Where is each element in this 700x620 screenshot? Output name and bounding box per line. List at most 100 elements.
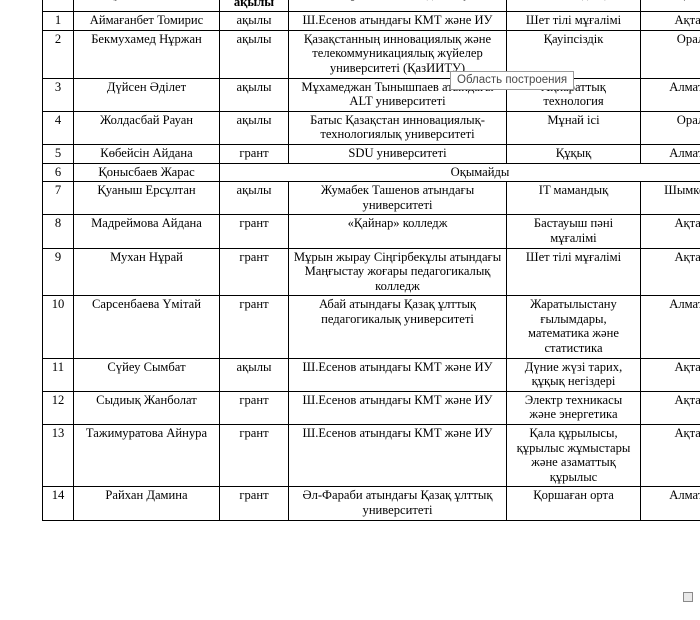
cell-specialty: Қала құрылысы, құрылыс жұмыстары және аз… xyxy=(506,424,641,488)
cell-university: Ш.Есенов атындағы КМТ және ИУ xyxy=(288,390,507,426)
cell-student-name: Аймағанбет Томирис xyxy=(73,11,220,31)
cell-university: SDU университеті xyxy=(288,143,507,164)
cell-student-name: Қуаныш Ерсұлтан xyxy=(73,181,220,216)
column-header-number: № xyxy=(42,0,74,13)
cell-fee-type: грант xyxy=(219,486,289,521)
cell-fee-type: грант xyxy=(219,390,289,426)
cell-student-name: Сарсенбаева Үмітай xyxy=(73,295,220,359)
cell-city: Ақтау xyxy=(640,390,700,426)
cell-fee-type: грант xyxy=(219,143,289,164)
cell-student-name: Дүйсен Әділет xyxy=(73,77,220,112)
cell-fee-type: ақылы xyxy=(219,77,289,112)
cell-number: 10 xyxy=(42,295,74,359)
cell-status-note: Оқымайды xyxy=(219,162,700,183)
cell-specialty: Қоршаған орта xyxy=(506,486,641,521)
cell-number: 11 xyxy=(42,357,74,392)
table-row: 5 Көбейсін Айдана грант SDU университеті Құқ… xyxy=(42,143,700,164)
cell-university: Әл-Фараби атындағы Қазақ ұлттық универси… xyxy=(288,486,507,521)
table-row: 7 Қуаныш Ерсұлтан ақылы Жумабек Ташенов аты… xyxy=(42,181,700,216)
column-header-city: Қала xyxy=(640,0,700,13)
cell-student-name: Қонысбаев Жарас xyxy=(73,162,220,183)
cell-city: Алматы xyxy=(640,77,700,112)
cell-specialty: Бастауыш пәні мұғалімі xyxy=(506,214,641,249)
cell-university: Мұхамеджан Тынышпаев атындағы ALT универ… xyxy=(288,77,507,112)
table-row: 13 Тажимуратова Айнура грант Ш.Есенов атынд… xyxy=(42,424,700,488)
cell-specialty: Жаратылыстану ғылымдары, математика және… xyxy=(506,295,641,359)
cell-fee-type: ақылы xyxy=(219,11,289,31)
cell-university: Қазақстанның инновациялық және телекомму… xyxy=(288,29,507,79)
cell-specialty: Қауіпсіздік xyxy=(506,29,641,79)
cell-city: Орал xyxy=(640,29,700,79)
cell-fee-type: грант xyxy=(219,424,289,488)
cell-number: 14 xyxy=(42,486,74,521)
table-row: 6 Қонысбаев Жарас Оқымайды xyxy=(42,162,700,183)
cell-specialty: IT мамандық xyxy=(506,181,641,216)
table-row: 12 Сыдиық Жанболат грант Ш.Есенов атындағы … xyxy=(42,390,700,426)
cell-specialty: Шет тілі мұғалімі xyxy=(506,247,641,297)
cell-student-name: Тажимуратова Айнура xyxy=(73,424,220,488)
table-header-row: № Оқушы аты жөні Тегін, ақылы Университе… xyxy=(42,0,700,13)
cell-city: Алматы xyxy=(640,486,700,521)
cell-fee-type: ақылы xyxy=(219,29,289,79)
table-row: 9 Мухан Нұрай грант Мұрын жырау Сіңгірбекұл… xyxy=(42,247,700,297)
cell-number: 3 xyxy=(42,77,74,112)
cell-city: Ақтау xyxy=(640,357,700,392)
cell-city: Ақтау xyxy=(640,11,700,31)
plot-area-tooltip: Область построения xyxy=(450,71,575,90)
cell-city: Шымкент xyxy=(640,181,700,216)
cell-city: Орал xyxy=(640,110,700,145)
table-row: 4 Жолдасбай Рауан ақылы Батыс Қазақстан инн… xyxy=(42,110,700,145)
cell-number: 9 xyxy=(42,247,74,297)
cell-number: 6 xyxy=(42,162,74,183)
table-body: 1 Аймағанбет Томирис ақылы Ш.Есенов атындағ… xyxy=(42,11,700,521)
table-header: № Оқушы аты жөні Тегін, ақылы Университе… xyxy=(42,0,700,13)
object-resize-handle[interactable] xyxy=(683,592,693,602)
table-row: 11 Сүйеу Сымбат ақылы Ш.Есенов атындағы КМТ… xyxy=(42,357,700,392)
column-header-university: Университет, колледж атауы xyxy=(288,0,507,13)
cell-city: Ақтау xyxy=(640,247,700,297)
cell-fee-type: грант xyxy=(219,214,289,249)
cell-student-name: Көбейсін Айдана xyxy=(73,143,220,164)
cell-number: 12 xyxy=(42,390,74,426)
table-row: 2 Бекмухамед Нұржан ақылы Қазақстанның инно… xyxy=(42,29,700,79)
cell-university: Мұрын жырау Сіңгірбекұлы атындағы Маңғыс… xyxy=(288,247,507,297)
cell-specialty: Шет тілі мұғалімі xyxy=(506,11,641,31)
cell-university: Ш.Есенов атындағы КМТ және ИУ xyxy=(288,357,507,392)
cell-student-name: Бекмухамед Нұржан xyxy=(73,29,220,79)
column-header-specialty: Мамандық xyxy=(506,0,641,13)
cell-city: Алматы xyxy=(640,295,700,359)
cell-student-name: Райхан Дамина xyxy=(73,486,220,521)
student-enrollment-table: № Оқушы аты жөні Тегін, ақылы Университе… xyxy=(42,0,700,521)
table-row: 14 Райхан Дамина грант Әл-Фараби атындағы Қ… xyxy=(42,486,700,521)
cell-city: Алматы xyxy=(640,143,700,164)
column-header-name: Оқушы аты жөні xyxy=(73,0,220,13)
cell-number: 4 xyxy=(42,110,74,145)
cell-specialty: Құқық xyxy=(506,143,641,164)
cell-number: 8 xyxy=(42,214,74,249)
table-row: 10 Сарсенбаева Үмітай грант Абай атындағы Қ… xyxy=(42,295,700,359)
cell-university: Ш.Есенов атындағы КМТ және ИУ xyxy=(288,424,507,488)
cell-fee-type: ақылы xyxy=(219,181,289,216)
cell-student-name: Мухан Нұрай xyxy=(73,247,220,297)
column-header-fee: Тегін, ақылы xyxy=(219,0,289,13)
cell-specialty: Электр техникасы және энергетика xyxy=(506,390,641,426)
cell-student-name: Сыдиық Жанболат xyxy=(73,390,220,426)
cell-university: Батыс Қазақстан инновациялық-технологиял… xyxy=(288,110,507,145)
cell-university: Ш.Есенов атындағы КМТ және ИУ xyxy=(288,11,507,31)
cell-fee-type: грант xyxy=(219,247,289,297)
cell-student-name: Сүйеу Сымбат xyxy=(73,357,220,392)
cell-fee-type: ақылы xyxy=(219,110,289,145)
cell-fee-type: ақылы xyxy=(219,357,289,392)
table-row: 3 Дүйсен Әділет ақылы Мұхамеджан Тынышпаев … xyxy=(42,77,700,112)
cell-city: Ақтау xyxy=(640,214,700,249)
cell-student-name: Жолдасбай Рауан xyxy=(73,110,220,145)
cell-number: 1 xyxy=(42,11,74,31)
table-row: 8 Мадреймова Айдана грант «Қайнар» колледж Б… xyxy=(42,214,700,249)
cell-specialty: Дүние жүзі тарих, құқық негіздері xyxy=(506,357,641,392)
cell-student-name: Мадреймова Айдана xyxy=(73,214,220,249)
cell-university: Абай атындағы Қазақ ұлттық педагогикалық… xyxy=(288,295,507,359)
cell-number: 2 xyxy=(42,29,74,79)
cell-university: Жумабек Ташенов атындағы университеті xyxy=(288,181,507,216)
cell-number: 7 xyxy=(42,181,74,216)
